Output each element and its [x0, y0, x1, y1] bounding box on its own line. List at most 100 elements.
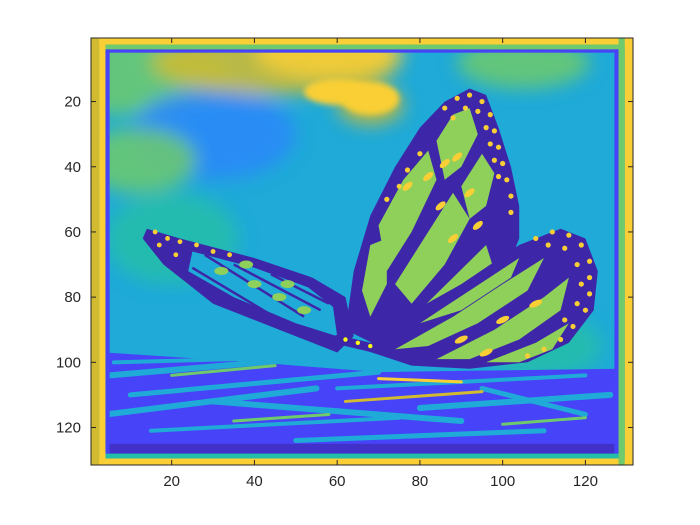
wing-spot [483, 125, 489, 131]
wing-spot [227, 252, 233, 258]
wing-spot [194, 242, 199, 248]
wing-spot [479, 98, 485, 105]
wing-spot [462, 105, 469, 111]
wing-spot [491, 157, 497, 163]
left-wing-cell [280, 280, 295, 289]
frame-top [91, 38, 633, 45]
wing-spot [508, 193, 514, 199]
wing-spot [396, 183, 402, 189]
leaf-stroke [127, 369, 382, 398]
hind-wing-highlight [479, 348, 493, 357]
hind-wing-cell [436, 277, 569, 360]
wing-spot [177, 239, 183, 245]
leaf-stroke [106, 352, 341, 379]
wing-spot [578, 281, 584, 287]
heatmap-image [91, 38, 633, 465]
wing-spot [495, 144, 502, 150]
front-wing-highlight [402, 181, 413, 191]
wing-spot [562, 317, 568, 323]
leaf-stroke [210, 398, 465, 424]
frame-right-inner [618, 38, 625, 465]
frame-right-edge [614, 49, 619, 454]
wing-spot [570, 323, 576, 330]
wing-spot [156, 242, 162, 248]
front-wing-cell [362, 238, 387, 317]
left-wing [142, 228, 354, 353]
leaf-highlight [170, 364, 277, 377]
axes-box [90, 37, 634, 466]
wing-spot [562, 245, 568, 251]
front-wing-cell [461, 153, 495, 219]
wing-spot [384, 196, 390, 202]
x-tick-label: 120 [573, 473, 598, 490]
left-wing-cell [239, 260, 254, 269]
leaf-stroke [479, 385, 588, 417]
hind-wing-highlight [454, 335, 468, 344]
wing-spot [566, 232, 572, 238]
x-tick-label: 80 [412, 473, 429, 490]
frame-right [624, 38, 633, 465]
wing-spot [533, 235, 539, 242]
x-tick-label: 20 [163, 473, 180, 490]
wing-spot [582, 307, 589, 313]
frame-top-edge [105, 49, 619, 53]
wing-spot [586, 291, 593, 297]
bright-patch [341, 82, 400, 115]
wing-spot [495, 173, 502, 180]
y-tick-label: 100 [56, 354, 81, 371]
left-wing-vein [233, 263, 322, 312]
x-tick-label: 40 [246, 473, 263, 490]
wing-spot [343, 337, 348, 342]
frame-left-edge [105, 49, 110, 454]
wing-spot [508, 209, 514, 215]
wing-spot [165, 236, 170, 241]
x-axis: 20 40 60 80 100 120 [163, 38, 598, 490]
front-wing-cell [395, 192, 470, 304]
front-wing-highlight [472, 220, 483, 230]
hind-wing [362, 228, 598, 369]
wing-spot [557, 336, 564, 343]
frame-left [91, 38, 100, 465]
wing-spot [355, 340, 361, 345]
front-wing-highlight [448, 233, 459, 243]
leaf-stroke [111, 357, 236, 365]
hind-wing-highlight [529, 299, 543, 308]
leaf-stroke [148, 415, 402, 433]
front-wing-highlight [464, 188, 475, 198]
frame-bottom-inner [91, 453, 633, 459]
wing-spot [173, 252, 179, 258]
wing-spot [491, 128, 497, 134]
leaf-stroke [416, 391, 614, 411]
y-tick-label: 20 [64, 94, 81, 111]
wing-spot [454, 95, 460, 101]
y-tick-label: 80 [64, 289, 81, 306]
front-wing-highlight [452, 152, 463, 162]
wing-spot [574, 261, 580, 268]
front-wing-cell [378, 150, 437, 272]
frame-bottom [91, 458, 633, 465]
background-blob [91, 127, 197, 193]
wing-spot [541, 346, 547, 352]
front-wing-highlight [439, 159, 450, 168]
wing-spot [442, 105, 448, 111]
front-wing-highlight [423, 172, 434, 182]
wing-spot [417, 151, 423, 157]
leaf-highlight [232, 412, 331, 423]
wing-spot [210, 249, 216, 254]
left-wing-vein [191, 266, 297, 331]
left-wing-cell [214, 267, 229, 276]
left-wing-cell [297, 306, 312, 315]
leaf-highlight [377, 377, 463, 384]
wing-spot [500, 160, 506, 167]
wing-spot [504, 177, 510, 183]
leaf-highlight [343, 390, 484, 403]
y-tick-label: 120 [56, 420, 81, 437]
left-wing-vein [270, 273, 330, 305]
hind-wing-highlight [496, 315, 510, 324]
wing-spot [404, 167, 411, 173]
frame-left-inner [99, 38, 106, 465]
plot-area [91, 38, 633, 465]
frame-top-inner [91, 44, 633, 50]
x-tick-label: 100 [490, 473, 515, 490]
image-frame [91, 38, 633, 465]
